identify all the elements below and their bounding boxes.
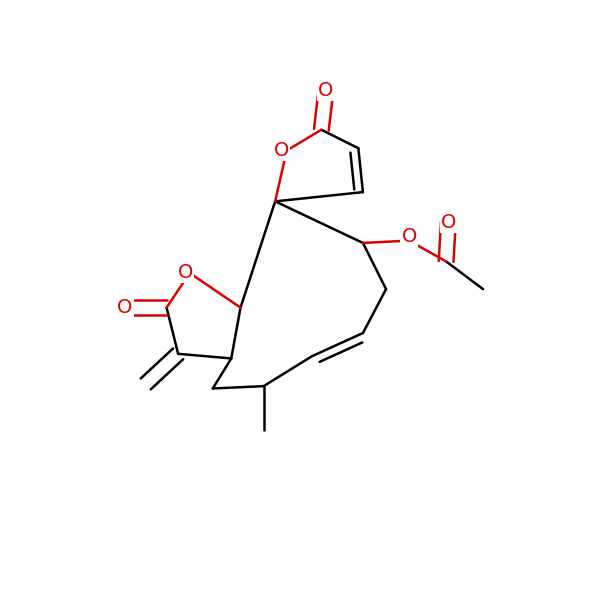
Text: O: O xyxy=(401,227,417,247)
Text: O: O xyxy=(441,212,456,232)
Text: O: O xyxy=(274,141,289,160)
Text: O: O xyxy=(318,81,334,100)
Text: O: O xyxy=(118,298,133,317)
Text: O: O xyxy=(178,263,193,283)
